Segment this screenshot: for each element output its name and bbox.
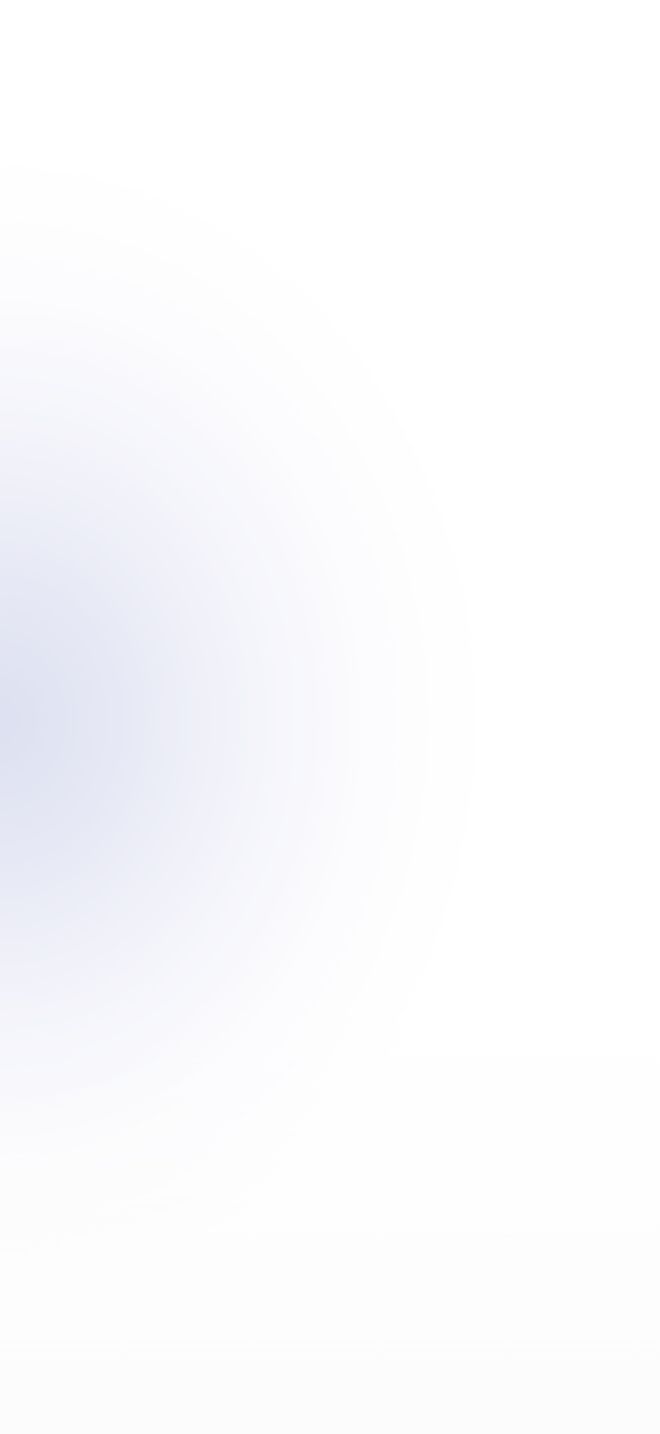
gradient-background <box>0 0 660 1434</box>
page <box>0 0 660 1434</box>
